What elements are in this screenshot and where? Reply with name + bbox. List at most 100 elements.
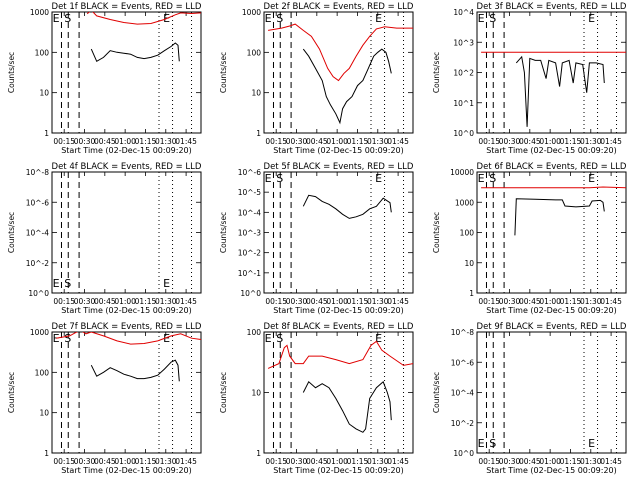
x-tick-label: 01:15 bbox=[135, 137, 157, 146]
x-tick-label: 01:00 bbox=[539, 457, 561, 466]
x-tick-label: 00:30 bbox=[499, 297, 521, 306]
x-tick-label: 01:15 bbox=[560, 457, 582, 466]
x-tick-label: 01:45 bbox=[600, 297, 622, 306]
x-tick-label: 01:00 bbox=[539, 297, 561, 306]
x-tick-label: 01:45 bbox=[387, 137, 409, 146]
events-series-line bbox=[514, 198, 605, 236]
x-tick-label: 01:30 bbox=[367, 457, 389, 466]
chart-title: Det 3f BLACK = Events, RED = LLD bbox=[477, 2, 627, 12]
start-marker-label: S bbox=[64, 12, 71, 25]
x-tick-label: 00:45 bbox=[519, 297, 541, 306]
x-axis-label: Start Time (02-Dec-15 00:09:20) bbox=[61, 466, 192, 475]
y-tick-label: 100 bbox=[247, 328, 262, 337]
y-axis-label: Counts/sec bbox=[219, 372, 228, 413]
x-tick-label: 00:15 bbox=[53, 297, 75, 306]
y-tick-label: 1 bbox=[256, 449, 261, 458]
y-axis-label: Counts/sec bbox=[7, 212, 16, 253]
y-tick-label: 100 bbox=[247, 48, 262, 57]
start-marker-label: S bbox=[276, 332, 283, 345]
x-tick-label: 00:45 bbox=[306, 297, 328, 306]
x-tick-label: 00:15 bbox=[265, 457, 287, 466]
x-tick-label: 00:30 bbox=[74, 297, 96, 306]
y-tick-label: 10^4 bbox=[453, 8, 474, 17]
x-tick-label: 01:30 bbox=[580, 297, 602, 306]
end-marker-label: E bbox=[478, 437, 485, 450]
plot-frame bbox=[263, 171, 414, 294]
x-tick-label: 01:45 bbox=[387, 457, 409, 466]
x-tick-label: 00:15 bbox=[478, 457, 500, 466]
y-axis-label: Counts/sec bbox=[7, 372, 16, 413]
x-tick-label: 01:15 bbox=[560, 297, 582, 306]
y-tick-label: 10^3 bbox=[453, 38, 474, 47]
x-tick-label: 00:45 bbox=[519, 457, 541, 466]
x-tick-label: 00:30 bbox=[286, 137, 308, 146]
x-tick-label: 00:45 bbox=[94, 137, 116, 146]
y-tick-label: 1 bbox=[256, 129, 261, 138]
x-tick-label: 01:45 bbox=[175, 297, 197, 306]
plot-frame bbox=[51, 171, 202, 294]
x-tick-label: 01:00 bbox=[326, 457, 348, 466]
y-tick-label: 1 bbox=[44, 129, 49, 138]
x-tick-label: 01:00 bbox=[114, 457, 136, 466]
x-tick-label: 01:15 bbox=[347, 137, 369, 146]
y-axis-label: Counts/sec bbox=[432, 212, 441, 253]
plot-frame bbox=[476, 171, 627, 294]
x-tick-label: 00:15 bbox=[265, 297, 287, 306]
lld-series-line bbox=[86, 12, 201, 25]
y-tick-label: 10^-5 bbox=[238, 188, 262, 197]
x-tick-label: 00:15 bbox=[53, 137, 75, 146]
y-tick-label: 1000 bbox=[30, 8, 49, 17]
x-axis-label: Start Time (02-Dec-15 00:09:20) bbox=[486, 306, 617, 315]
chart-panel-9: Det 9f BLACK = Events, RED = LLD 00:15 00:… bbox=[432, 322, 627, 475]
y-tick-label: 10^0 bbox=[453, 129, 474, 138]
x-tick-label: 01:00 bbox=[326, 297, 348, 306]
x-tick-label: 01:15 bbox=[560, 137, 582, 146]
y-tick-label: 10^-6 bbox=[451, 358, 475, 367]
y-tick-label: 10^1 bbox=[453, 99, 474, 108]
x-tick-label: 00:30 bbox=[74, 457, 96, 466]
x-tick-label: 01:45 bbox=[600, 137, 622, 146]
y-axis-label: Counts/sec bbox=[432, 52, 441, 93]
y-axis-label: Counts/sec bbox=[219, 212, 228, 253]
chart-title: Det 9f BLACK = Events, RED = LLD bbox=[477, 322, 627, 332]
x-tick-label: 01:15 bbox=[135, 457, 157, 466]
x-axis-label: Start Time (02-Dec-15 00:09:20) bbox=[273, 306, 404, 315]
start-marker-label: S bbox=[64, 277, 71, 290]
y-tick-label: 1000 bbox=[30, 328, 49, 337]
x-tick-label: 01:30 bbox=[367, 137, 389, 146]
x-tick-label: 01:15 bbox=[135, 297, 157, 306]
x-tick-label: 01:45 bbox=[387, 297, 409, 306]
x-tick-label: 01:30 bbox=[155, 457, 177, 466]
start-marker-label: S bbox=[64, 332, 71, 345]
x-tick-label: 01:45 bbox=[175, 137, 197, 146]
end-marker-label: E bbox=[375, 12, 382, 25]
x-tick-label: 00:45 bbox=[94, 297, 116, 306]
x-tick-label: 00:15 bbox=[478, 137, 500, 146]
chart-title: Det 5f BLACK = Events, RED = LLD bbox=[264, 162, 414, 172]
y-tick-label: 10^-3 bbox=[238, 229, 262, 238]
start-marker-label: S bbox=[276, 12, 283, 25]
chart-title: Det 8f BLACK = Events, RED = LLD bbox=[264, 322, 414, 332]
start-marker-label: S bbox=[489, 12, 496, 25]
y-tick-label: 10^-4 bbox=[451, 389, 475, 398]
y-tick-label: 10 bbox=[464, 259, 474, 268]
events-series-line bbox=[302, 48, 392, 125]
y-tick-label: 1 bbox=[44, 449, 49, 458]
end-marker-label: E bbox=[265, 332, 272, 345]
y-axis-label: Counts/sec bbox=[7, 52, 16, 93]
x-axis-label: Start Time (02-Dec-15 00:09:20) bbox=[486, 466, 617, 475]
x-tick-label: 00:45 bbox=[94, 457, 116, 466]
y-tick-label: 1000 bbox=[455, 198, 474, 207]
end-marker-label: E bbox=[478, 12, 485, 25]
x-axis-label: Start Time (02-Dec-15 00:09:20) bbox=[61, 146, 192, 155]
start-marker-label: S bbox=[489, 172, 496, 185]
plot-frame bbox=[476, 331, 627, 454]
chart-title: Det 7f BLACK = Events, RED = LLD bbox=[52, 322, 202, 332]
end-marker-label: E bbox=[375, 332, 382, 345]
y-tick-label: 1000 bbox=[242, 8, 261, 17]
y-tick-label: 10^-6 bbox=[26, 198, 50, 207]
chart-title: Det 6f BLACK = Events, RED = LLD bbox=[477, 162, 627, 172]
x-tick-label: 00:30 bbox=[499, 137, 521, 146]
end-marker-label: E bbox=[53, 12, 60, 25]
